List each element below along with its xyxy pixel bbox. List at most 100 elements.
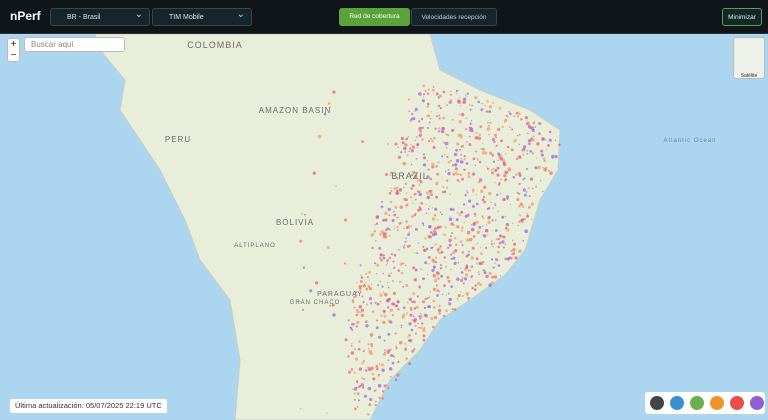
country-select[interactable]: BR - Brasil	[50, 6, 150, 26]
coverage-dot	[474, 136, 479, 140]
coverage-dot	[475, 194, 478, 196]
coverage-dot	[476, 230, 481, 234]
coverage-dot	[435, 256, 437, 259]
coverage-dot	[417, 242, 419, 244]
coverage-dot	[365, 273, 368, 275]
coverage-dot	[410, 143, 412, 146]
coverage-dot	[390, 189, 393, 192]
coverage-dot	[354, 399, 356, 401]
coverage-dot	[365, 324, 369, 328]
coverage-dot	[423, 248, 426, 252]
coverage-dot	[438, 127, 441, 130]
coverage-dot	[414, 107, 418, 111]
coverage-dot	[433, 214, 437, 217]
coverage-dot	[370, 233, 374, 237]
coverage-dot	[416, 146, 419, 148]
layer-switch[interactable]: Satélite	[733, 37, 765, 79]
coverage-dot	[466, 213, 470, 217]
coverage-dot	[380, 200, 383, 203]
coverage-dot	[366, 276, 369, 279]
speed-tab[interactable]: Velocidades recepción	[411, 8, 497, 26]
coverage-dot	[484, 105, 486, 107]
coverage-dot	[526, 150, 529, 152]
coverage-dot	[490, 169, 493, 171]
coverage-dot	[402, 162, 406, 166]
coverage-dot	[442, 141, 446, 144]
coverage-dot	[469, 108, 472, 111]
tech-4g[interactable]	[710, 396, 724, 410]
coverage-dot	[388, 191, 392, 195]
coverage-dot	[456, 212, 459, 214]
coverage-dot	[471, 286, 474, 290]
coverage-dot	[478, 273, 480, 276]
tech-5g[interactable]	[750, 396, 764, 410]
coverage-dot	[516, 191, 519, 194]
zoom-out[interactable]: −	[10, 50, 17, 61]
coverage-dot	[404, 342, 407, 345]
coverage-dot	[516, 115, 520, 118]
coverage-dot	[412, 315, 415, 318]
coverage-dot	[518, 192, 521, 195]
coverage-dot	[444, 285, 447, 287]
coverage-dot	[426, 92, 430, 95]
map-label: PARAGUAY	[317, 291, 363, 298]
coverage-dot	[394, 227, 396, 230]
coverage-dot	[523, 145, 527, 149]
coverage-dot	[525, 191, 528, 193]
coverage-dot	[548, 130, 552, 134]
coverage-dot	[496, 166, 500, 170]
coverage-dot	[350, 345, 353, 347]
coverage-dot	[487, 217, 491, 220]
coverage-dot	[372, 377, 375, 381]
coverage-tab[interactable]: Red de cobertura	[339, 8, 410, 26]
tech-all[interactable]	[650, 396, 664, 410]
coverage-dot	[379, 257, 382, 260]
coverage-dot	[414, 110, 416, 113]
coverage-dot	[408, 334, 411, 337]
zoom-in[interactable]: +	[10, 39, 17, 50]
tech-2g[interactable]	[670, 396, 684, 410]
coverage-dot	[453, 308, 457, 312]
coverage-dot	[463, 158, 466, 161]
coverage-dot	[403, 247, 405, 249]
search-box[interactable]: Buscar aquí	[24, 37, 125, 52]
coverage-dot	[493, 242, 496, 244]
coverage-dot	[405, 137, 409, 141]
coverage-dot	[469, 129, 472, 132]
coverage-dot	[400, 222, 402, 224]
coverage-dot	[414, 227, 418, 231]
coverage-dot	[403, 227, 405, 230]
tech-filter	[645, 392, 765, 414]
coverage-dot	[444, 170, 447, 173]
coverage-dot	[522, 188, 527, 192]
coverage-dot	[441, 177, 443, 179]
coverage-dot	[418, 192, 423, 197]
coverage-dot	[359, 311, 362, 314]
coverage-dot	[506, 145, 510, 149]
coverage-dot	[299, 301, 301, 303]
coverage-dot	[461, 277, 464, 279]
coverage-dot	[526, 123, 528, 125]
coverage-dot	[471, 188, 475, 192]
coverage-dot	[491, 275, 494, 279]
coverage-dot	[450, 285, 454, 288]
coverage-dot	[436, 172, 440, 176]
coverage-dot	[486, 167, 490, 170]
tech-4g-plus[interactable]	[730, 396, 744, 410]
coverage-dot	[411, 319, 413, 321]
coverage-dot	[365, 369, 368, 372]
coverage-dot	[531, 138, 535, 142]
coverage-dot	[482, 225, 484, 227]
operator-select[interactable]: TIM Mobile	[152, 6, 252, 26]
coverage-dot	[474, 288, 477, 291]
minimize-button[interactable]: Minimizar	[722, 8, 762, 26]
coverage-dot	[506, 257, 510, 261]
coverage-dot	[435, 181, 439, 186]
tech-3g[interactable]	[690, 396, 704, 410]
map-label: BOLIVIA	[276, 218, 314, 227]
coverage-dot	[528, 195, 531, 198]
coverage-dot	[368, 297, 372, 301]
coverage-dot	[460, 267, 462, 270]
coverage-dot	[497, 159, 499, 161]
coverage-dot	[537, 165, 541, 170]
